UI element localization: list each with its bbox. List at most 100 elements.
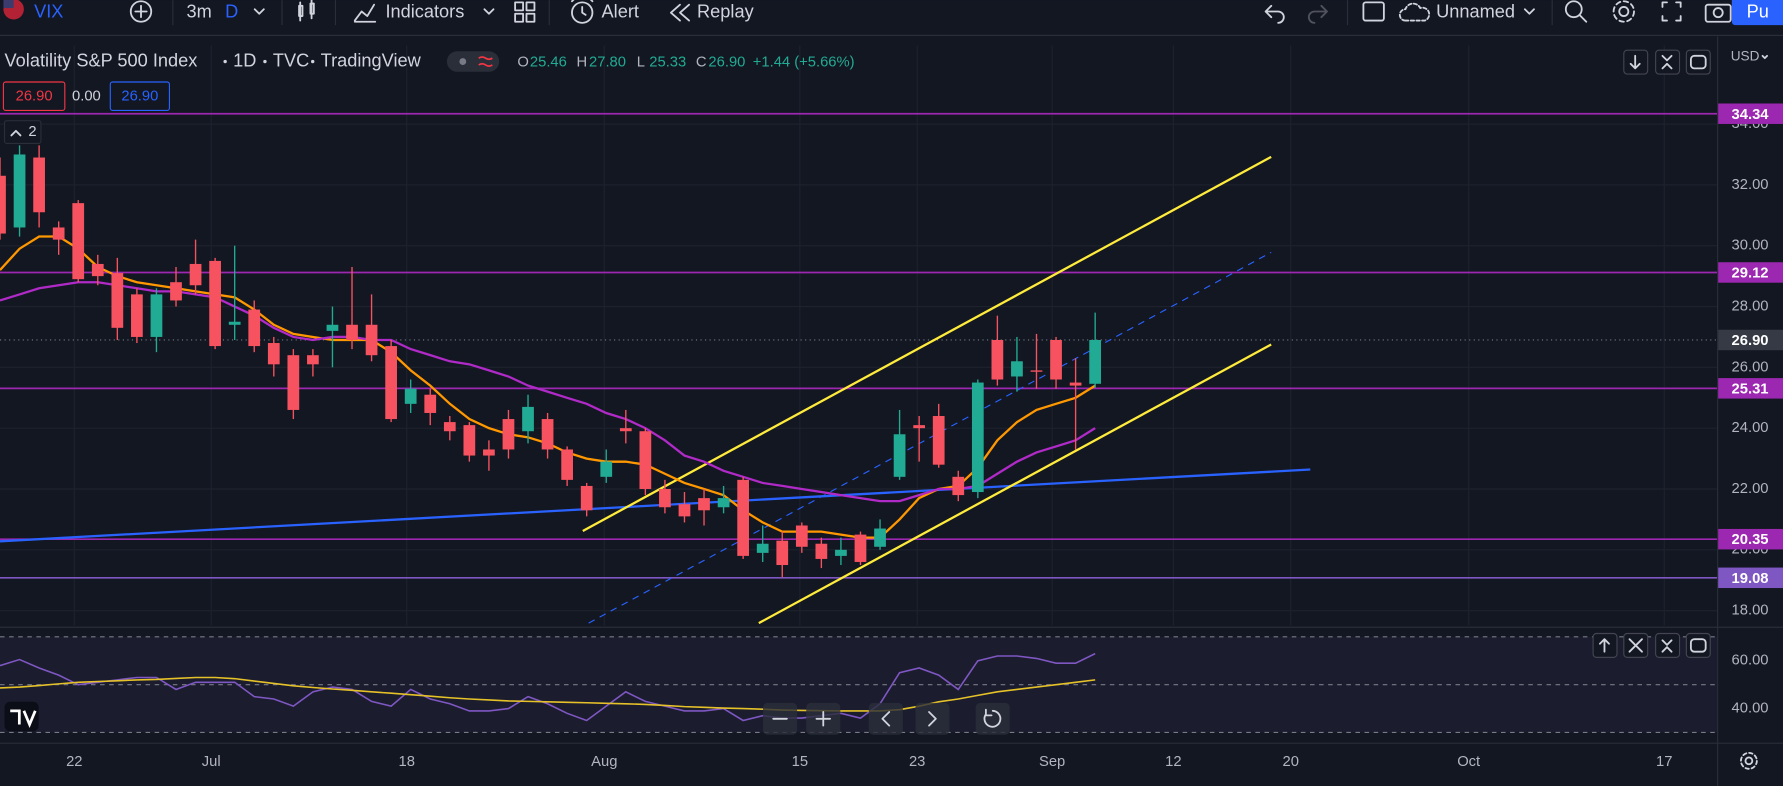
- indicators-toggle-part[interactable]: [3, 120, 42, 144]
- snapshot-button-part[interactable]: [1704, 3, 1732, 23]
- save-button[interactable]: Unnamed: [1398, 1, 1535, 22]
- replay-button-part[interactable]: [669, 3, 691, 22]
- axis-settings-button-part[interactable]: [1744, 756, 1754, 766]
- rsi-maximize-button[interactable]: [1685, 632, 1711, 658]
- indicators-toggle[interactable]: 2: [3, 120, 42, 144]
- indicators-button-part[interactable]: [483, 8, 495, 15]
- search-button-part[interactable]: [1578, 13, 1588, 23]
- currency-button-part[interactable]: [1761, 54, 1768, 60]
- indicators[interactable]: Indicators: [385, 1, 464, 21]
- axis-settings-button-part[interactable]: [1740, 751, 1758, 770]
- scroll-right-button-part[interactable]: [915, 702, 950, 735]
- settings-button[interactable]: [1612, 0, 1635, 23]
- rsi-up-button-part[interactable]: [1599, 638, 1610, 653]
- zoom-out-button[interactable]: [763, 702, 798, 735]
- compare-button-part[interactable]: [129, 0, 153, 23]
- publish[interactable]: Pu: [1747, 1, 1769, 21]
- logo-part[interactable]: [10, 709, 37, 729]
- alert-button-part[interactable]: [571, 1, 594, 24]
- fullscreen-button-part[interactable]: [1661, 1, 1682, 22]
- undo-button[interactable]: [1264, 4, 1285, 24]
- templates-button-part[interactable]: [514, 12, 524, 23]
- ask-box-part[interactable]: [109, 81, 170, 111]
- maximize-button[interactable]: [1685, 49, 1711, 75]
- save-button-part[interactable]: [1523, 8, 1535, 15]
- move-down-button[interactable]: [1623, 49, 1649, 75]
- market-status[interactable]: [446, 51, 500, 72]
- templates-button-part[interactable]: [525, 12, 536, 23]
- rsi-close-button-part[interactable]: [1628, 638, 1643, 653]
- scroll-left-button-part[interactable]: [868, 702, 903, 735]
- alert-button[interactable]: Alert: [571, 0, 639, 24]
- rsi-collapse-button[interactable]: [1655, 632, 1681, 658]
- replay-button[interactable]: Replay: [669, 1, 755, 22]
- indicators-button-part[interactable]: [353, 3, 377, 23]
- publish-button-part[interactable]: [1731, 0, 1783, 26]
- reset-button-part[interactable]: [975, 702, 1010, 735]
- market-status-part[interactable]: [459, 58, 467, 65]
- interval-button-part[interactable]: [253, 8, 265, 15]
- redo-button-part[interactable]: [1307, 4, 1328, 24]
- bid[interactable]: 26.90: [16, 89, 53, 105]
- layout-name[interactable]: Unnamed: [1436, 1, 1515, 21]
- snapshot-button[interactable]: [1704, 3, 1732, 23]
- bid-box-part[interactable]: [2, 81, 66, 111]
- chart-type-button[interactable]: [298, 0, 315, 22]
- search-button[interactable]: [1564, 0, 1588, 23]
- interval[interactable]: 3m: [186, 1, 211, 21]
- compare-button-part[interactable]: [134, 4, 148, 19]
- chart-type-button-part[interactable]: [298, 0, 315, 22]
- fullscreen-button[interactable]: [1661, 1, 1682, 22]
- maximize-button-part[interactable]: [1689, 54, 1707, 70]
- ask-box[interactable]: 26.90: [109, 81, 170, 111]
- collapse-button[interactable]: [1655, 49, 1681, 75]
- axis-settings-button[interactable]: [1740, 751, 1758, 770]
- interval-button[interactable]: 3m D: [186, 1, 265, 21]
- templates-button-part[interactable]: [525, 1, 536, 12]
- rsi-maximize-button-part[interactable]: [1689, 638, 1707, 653]
- rsi-maximize-button-part[interactable]: [1685, 632, 1711, 658]
- scroll-left-button[interactable]: [868, 702, 903, 735]
- compare-button[interactable]: [129, 0, 153, 23]
- indicators-button[interactable]: Indicators: [353, 1, 495, 23]
- save-button-part[interactable]: [1398, 2, 1431, 22]
- layout-button[interactable]: [1362, 1, 1385, 22]
- currency[interactable]: USD: [1731, 49, 1760, 64]
- settings-button-part[interactable]: [1618, 6, 1630, 17]
- currency-button[interactable]: USD: [1731, 49, 1768, 64]
- interval-type[interactable]: D: [225, 1, 238, 21]
- alert-button-part[interactable]: [571, 0, 594, 16]
- rsi-collapse-button-part[interactable]: [1661, 639, 1673, 653]
- maximize-button-part[interactable]: [1685, 49, 1711, 75]
- undo-button-part[interactable]: [1264, 4, 1285, 24]
- logo[interactable]: [4, 701, 39, 732]
- market-status-part[interactable]: [478, 56, 493, 67]
- zoom-in-button-part[interactable]: [815, 711, 832, 727]
- replay[interactable]: Replay: [697, 1, 755, 21]
- rsi-up-button[interactable]: [1592, 632, 1618, 658]
- symbol-button-part[interactable]: [3, 0, 14, 9]
- publish-button[interactable]: Pu: [1731, 0, 1783, 26]
- redo-button[interactable]: [1307, 4, 1328, 24]
- scroll-left-button-part[interactable]: [881, 711, 891, 727]
- reset-button[interactable]: [975, 702, 1010, 735]
- symbol-button[interactable]: VIX: [3, 0, 63, 21]
- bid-box[interactable]: 26.90: [2, 81, 66, 111]
- collapse-button-part[interactable]: [1655, 49, 1681, 75]
- settings-button-part[interactable]: [1612, 0, 1635, 23]
- search-button-part[interactable]: [1564, 0, 1583, 19]
- scroll-right-button-part[interactable]: [928, 711, 937, 727]
- symbol[interactable]: VIX: [34, 1, 63, 21]
- alert[interactable]: Alert: [602, 1, 639, 21]
- rsi-close-button[interactable]: [1623, 632, 1649, 658]
- indicators-toggle-part[interactable]: [10, 129, 22, 137]
- collapse-button-part[interactable]: [1661, 54, 1673, 70]
- templates-button[interactable]: [514, 1, 536, 23]
- indicator-count[interactable]: 2: [28, 124, 36, 140]
- templates-button-part[interactable]: [514, 1, 524, 12]
- ask[interactable]: 26.90: [121, 89, 158, 105]
- market-status-part[interactable]: [446, 51, 500, 72]
- zoom-in-button[interactable]: [806, 702, 841, 735]
- scroll-right-button[interactable]: [915, 702, 950, 735]
- snapshot-button-part[interactable]: [1712, 7, 1724, 19]
